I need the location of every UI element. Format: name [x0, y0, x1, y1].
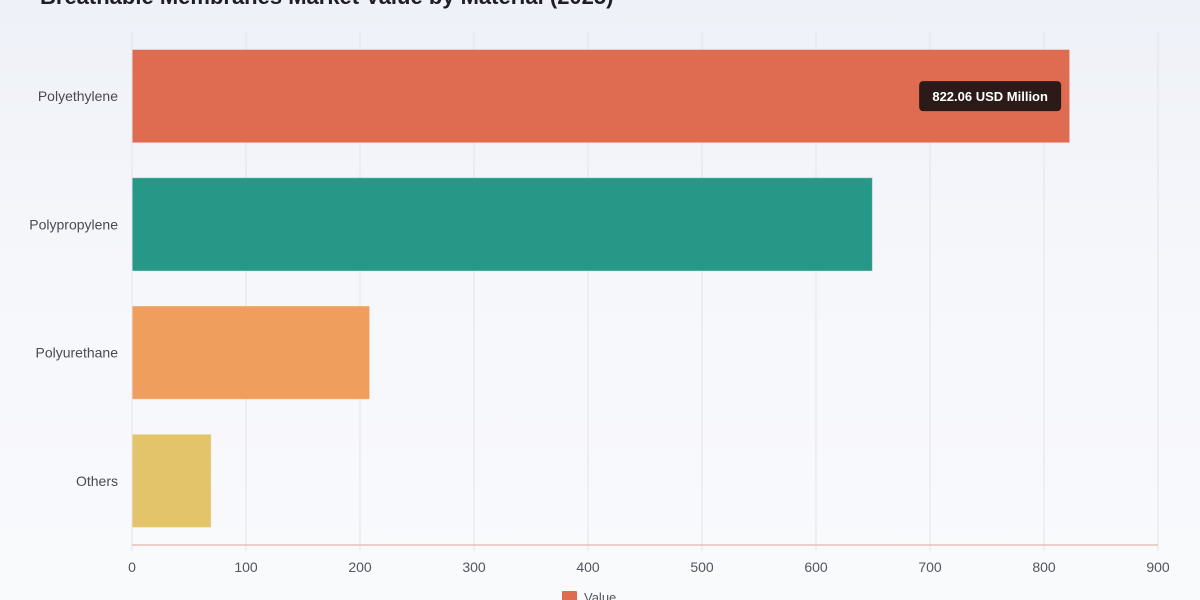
x-tick-label: 600: [804, 559, 828, 575]
category-label: Polypropylene: [29, 216, 118, 232]
legend[interactable]: Value: [562, 590, 616, 600]
category-label: Polyurethane: [35, 345, 118, 361]
x-tick-label: 800: [1032, 559, 1056, 575]
category-labels: Polyethylene Polypropylene Polyurethane Oth…: [29, 88, 118, 489]
legend-swatch[interactable]: [562, 591, 577, 600]
bar-polyethylene[interactable]: [131, 49, 1070, 143]
x-tick-label: 700: [918, 559, 942, 575]
x-tick-labels: 0 100 200 300 400 500 600 700 800 900: [128, 545, 1170, 575]
x-tick-label: 900: [1146, 559, 1170, 575]
x-tick-label: 100: [234, 559, 258, 575]
bars: [131, 49, 1070, 528]
bar-polypropylene[interactable]: [131, 177, 873, 271]
tooltip-box: [919, 81, 1062, 112]
x-tick-label: 400: [576, 559, 600, 575]
bar-polyurethane[interactable]: [131, 306, 370, 400]
category-label: Others: [76, 473, 118, 489]
x-tick-label: 200: [348, 559, 372, 575]
axes: [131, 32, 1158, 546]
x-tick-label: 300: [462, 559, 486, 575]
category-label: Polyethylene: [38, 88, 118, 104]
x-tick-label: 500: [690, 559, 714, 575]
x-tick-label: 0: [128, 559, 136, 575]
tooltip: 822.06 USD Million: [919, 81, 1062, 112]
chart-title: Breathable Membranes Market Value by Mat…: [40, 0, 613, 9]
tooltip-text: 822.06 USD Million: [932, 89, 1048, 104]
bar-others[interactable]: [131, 434, 212, 528]
legend-label[interactable]: Value: [584, 590, 616, 600]
